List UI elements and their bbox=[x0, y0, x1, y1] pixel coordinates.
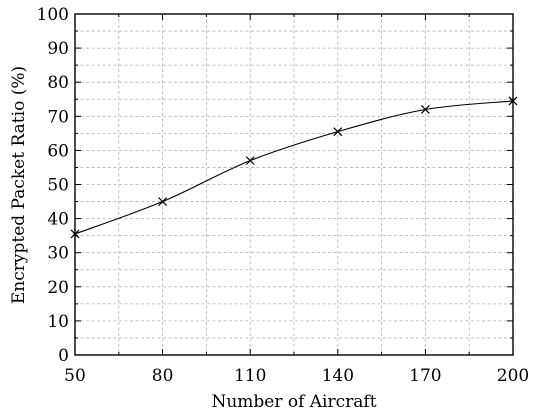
marker-stroke bbox=[508, 96, 518, 106]
data-point-marker bbox=[70, 229, 80, 239]
series-layer bbox=[70, 96, 518, 239]
marker-stroke bbox=[420, 105, 430, 114]
x-tick-label: 80 bbox=[152, 366, 174, 386]
marker-stroke bbox=[245, 156, 255, 166]
labels-layer: Number of Aircraft Encrypted Packet Rati… bbox=[9, 66, 377, 412]
x-tick-label: 110 bbox=[234, 366, 266, 386]
marker-stroke bbox=[70, 229, 80, 239]
y-tick-label: 10 bbox=[47, 312, 69, 332]
y-tick-label: 60 bbox=[47, 141, 69, 161]
x-tick-label: 140 bbox=[322, 366, 354, 386]
grid-layer bbox=[75, 14, 513, 355]
y-tick-label: 40 bbox=[47, 210, 69, 230]
y-tick-label: 100 bbox=[37, 5, 69, 25]
marker-stroke bbox=[333, 127, 343, 137]
x-tick-label: 200 bbox=[497, 366, 529, 386]
data-point-marker bbox=[158, 197, 168, 206]
data-point-marker bbox=[333, 127, 343, 137]
y-tick-label: 70 bbox=[47, 107, 69, 127]
data-point-marker bbox=[420, 105, 430, 114]
data-point-marker bbox=[245, 156, 255, 166]
y-tick-label: 30 bbox=[47, 244, 69, 264]
series-line-0 bbox=[74, 100, 514, 235]
x-tick-label: 170 bbox=[409, 366, 441, 386]
y-tick-label: 20 bbox=[47, 278, 69, 298]
x-tick-label: 50 bbox=[64, 366, 86, 386]
y-axis-label: Encrypted Packet Ratio (%) bbox=[9, 66, 29, 304]
y-tick-label: 0 bbox=[58, 346, 69, 366]
x-axis-label: Number of Aircraft bbox=[211, 392, 376, 412]
y-tick-label: 50 bbox=[47, 176, 69, 196]
data-point-marker bbox=[508, 96, 518, 106]
y-tick-label: 80 bbox=[47, 73, 69, 93]
axes-layer: 50 80 110 140 170 200 0 10 20 30 40 50 60 70 80 90 100 bbox=[37, 5, 530, 386]
y-tick-label: 90 bbox=[47, 39, 69, 59]
marker-stroke bbox=[158, 197, 168, 206]
